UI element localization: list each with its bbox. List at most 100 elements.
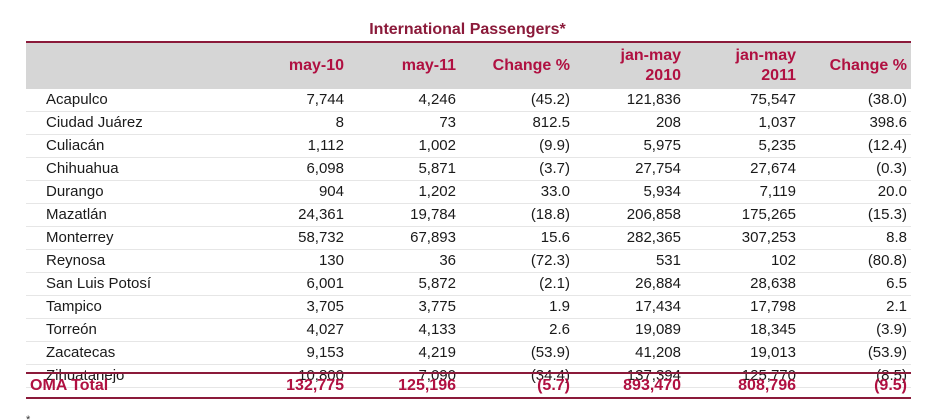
change-month-cell: 1.9 [549, 298, 570, 315]
may-11-cell: 1,002 [418, 137, 456, 154]
total-cell: 808,796 [738, 377, 796, 394]
jan-may-2010-cell: 206,858 [626, 206, 681, 223]
change-ytd-cell: (80.8) [867, 252, 907, 269]
may-10-cell: 8 [335, 114, 344, 131]
column-header-jan-may-2010: jan-may 2010 [571, 43, 681, 89]
airport-name: Monterrey [46, 229, 114, 246]
change-ytd-cell: 20.0 [877, 183, 907, 200]
may-11-cell: 19,784 [410, 206, 456, 223]
may-10-cell: 130 [318, 252, 344, 269]
change-month-cell: (34.4) [530, 367, 570, 384]
airport-name: Culiacán [46, 137, 105, 154]
may-10-cell: 904 [318, 183, 344, 200]
column-header-line: jan-may [735, 47, 796, 64]
airport-name: Acapulco [46, 91, 108, 108]
airport-name: Tampico [46, 298, 102, 315]
jan-may-2011-cell: 175,265 [741, 206, 796, 223]
column-header-change-ytd: Change % [829, 57, 907, 74]
may-10-cell: 3,705 [306, 298, 344, 315]
change-month-cell: 2.6 [549, 321, 570, 338]
jan-may-2010-cell: 282,365 [626, 229, 681, 246]
column-header-jan-may-2011: jan-may 2011 [686, 43, 796, 89]
table-row: Acapulco 7,744 4,246 (45.2) 121,836 75,547 (38… [26, 89, 911, 112]
column-header-line: 2010 [645, 67, 681, 84]
table-header: may-10 may-11 Change % jan-may 2010 jan-… [26, 43, 911, 89]
change-ytd-cell: 6.5 [886, 275, 907, 292]
jan-may-2010-cell: 26,884 [635, 275, 681, 292]
jan-may-2011-cell: 75,547 [750, 91, 796, 108]
change-month-cell: (72.3) [530, 252, 570, 269]
jan-may-2011-cell: 125,770 [741, 367, 796, 384]
total-cell: 893,470 [623, 377, 681, 394]
change-month-cell: (18.8) [530, 206, 570, 223]
table-row: Mazatlán 24,361 19,784 (18.8) 206,858 175,265… [26, 204, 911, 227]
change-ytd-cell: (15.3) [867, 206, 907, 223]
table-row: Tampico 3,705 3,775 1.9 17,434 17,798 2.1 [26, 296, 911, 319]
jan-may-2011-cell: 19,013 [750, 344, 796, 361]
airport-name: Zacatecas [46, 344, 116, 361]
jan-may-2011-cell: 7,119 [759, 183, 796, 200]
jan-may-2010-cell: 531 [655, 252, 681, 269]
may-11-cell: 5,871 [418, 160, 456, 177]
change-month-cell: (45.2) [530, 91, 570, 108]
jan-may-2010-cell: 41,208 [635, 344, 681, 361]
may-10-cell: 6,001 [306, 275, 344, 292]
change-ytd-cell: (0.3) [876, 160, 907, 177]
change-ytd-cell: (3.9) [876, 321, 907, 338]
jan-may-2011-cell: 28,638 [750, 275, 796, 292]
may-10-cell: 10,800 [298, 367, 344, 384]
table-body: Acapulco 7,744 4,246 (45.2) 121,836 75,547 (38… [26, 89, 911, 388]
may-11-cell: 36 [439, 252, 456, 269]
may-11-cell: 67,893 [410, 229, 456, 246]
change-month-cell: (3.7) [539, 160, 570, 177]
may-10-cell: 24,361 [298, 206, 344, 223]
change-month-cell: (2.1) [539, 275, 570, 292]
column-header-line: 2011 [761, 67, 796, 84]
column-header-change-month: Change % [492, 57, 570, 74]
may-11-cell: 5,872 [418, 275, 456, 292]
may-10-cell: 1,112 [307, 137, 344, 154]
airport-name: Reynosa [46, 252, 106, 269]
total-row: OMA Total 132,775 125,196 (5.7) 893,470 … [26, 372, 911, 399]
may-11-cell: 73 [439, 114, 456, 131]
may-10-cell: 6,098 [306, 160, 344, 177]
table-title: International Passengers* [369, 21, 566, 38]
jan-may-2011-cell: 17,798 [750, 298, 796, 315]
change-ytd-cell: (12.4) [867, 137, 907, 154]
airport-name: San Luis Potosí [46, 275, 152, 292]
jan-may-2010-cell: 5,975 [643, 137, 681, 154]
jan-may-2011-cell: 5,235 [758, 137, 796, 154]
table-row: Reynosa 130 36 (72.3) 531 102 (80.8) [26, 250, 911, 273]
table-row: Zacatecas 9,153 4,219 (53.9) 41,208 19,013 (53… [26, 342, 911, 365]
change-month-cell: 812.5 [532, 114, 570, 131]
airport-name: Durango [46, 183, 104, 200]
may-11-cell: 3,775 [418, 298, 456, 315]
column-header-may-10: may-10 [288, 57, 344, 74]
change-month-cell: 33.0 [540, 183, 570, 200]
table-row: Culiacán 1,112 1,002 (9.9) 5,975 5,235 (12.4) [26, 135, 911, 158]
table-row: Zihuatanejo 10,800 7,090 (34.4) 137,394 125,7… [26, 365, 911, 388]
jan-may-2010-cell: 17,434 [635, 298, 681, 315]
footnote-text: * [26, 414, 31, 420]
may-10-cell: 7,744 [306, 91, 344, 108]
total-label: OMA Total [30, 377, 109, 394]
table-row: San Luis Potosí 6,001 5,872 (2.1) 26,884 28,6… [26, 273, 911, 296]
change-ytd-cell: 2.1 [886, 298, 907, 315]
jan-may-2010-cell: 121,836 [626, 91, 681, 108]
may-11-cell: 4,133 [418, 321, 456, 338]
jan-may-2010-cell: 208 [655, 114, 681, 131]
may-11-cell: 7,090 [418, 367, 456, 384]
airport-name: Torreón [46, 321, 97, 338]
total-cell: (9.5) [874, 377, 907, 394]
table-row: Torreón 4,027 4,133 2.6 19,089 18,345 (3.9) [26, 319, 911, 342]
may-10-cell: 4,027 [306, 321, 344, 338]
total-cell: 132,775 [286, 377, 344, 394]
airport-name: Zihuatanejo [46, 367, 125, 384]
column-header-may-11: may-11 [401, 57, 456, 74]
airport-name: Chihuahua [46, 160, 119, 177]
change-ytd-cell: 398.6 [869, 114, 907, 131]
jan-may-2010-cell: 27,754 [635, 160, 681, 177]
change-month-cell: (9.9) [539, 137, 570, 154]
may-11-cell: 1,202 [418, 183, 456, 200]
jan-may-2010-cell: 5,934 [643, 183, 681, 200]
